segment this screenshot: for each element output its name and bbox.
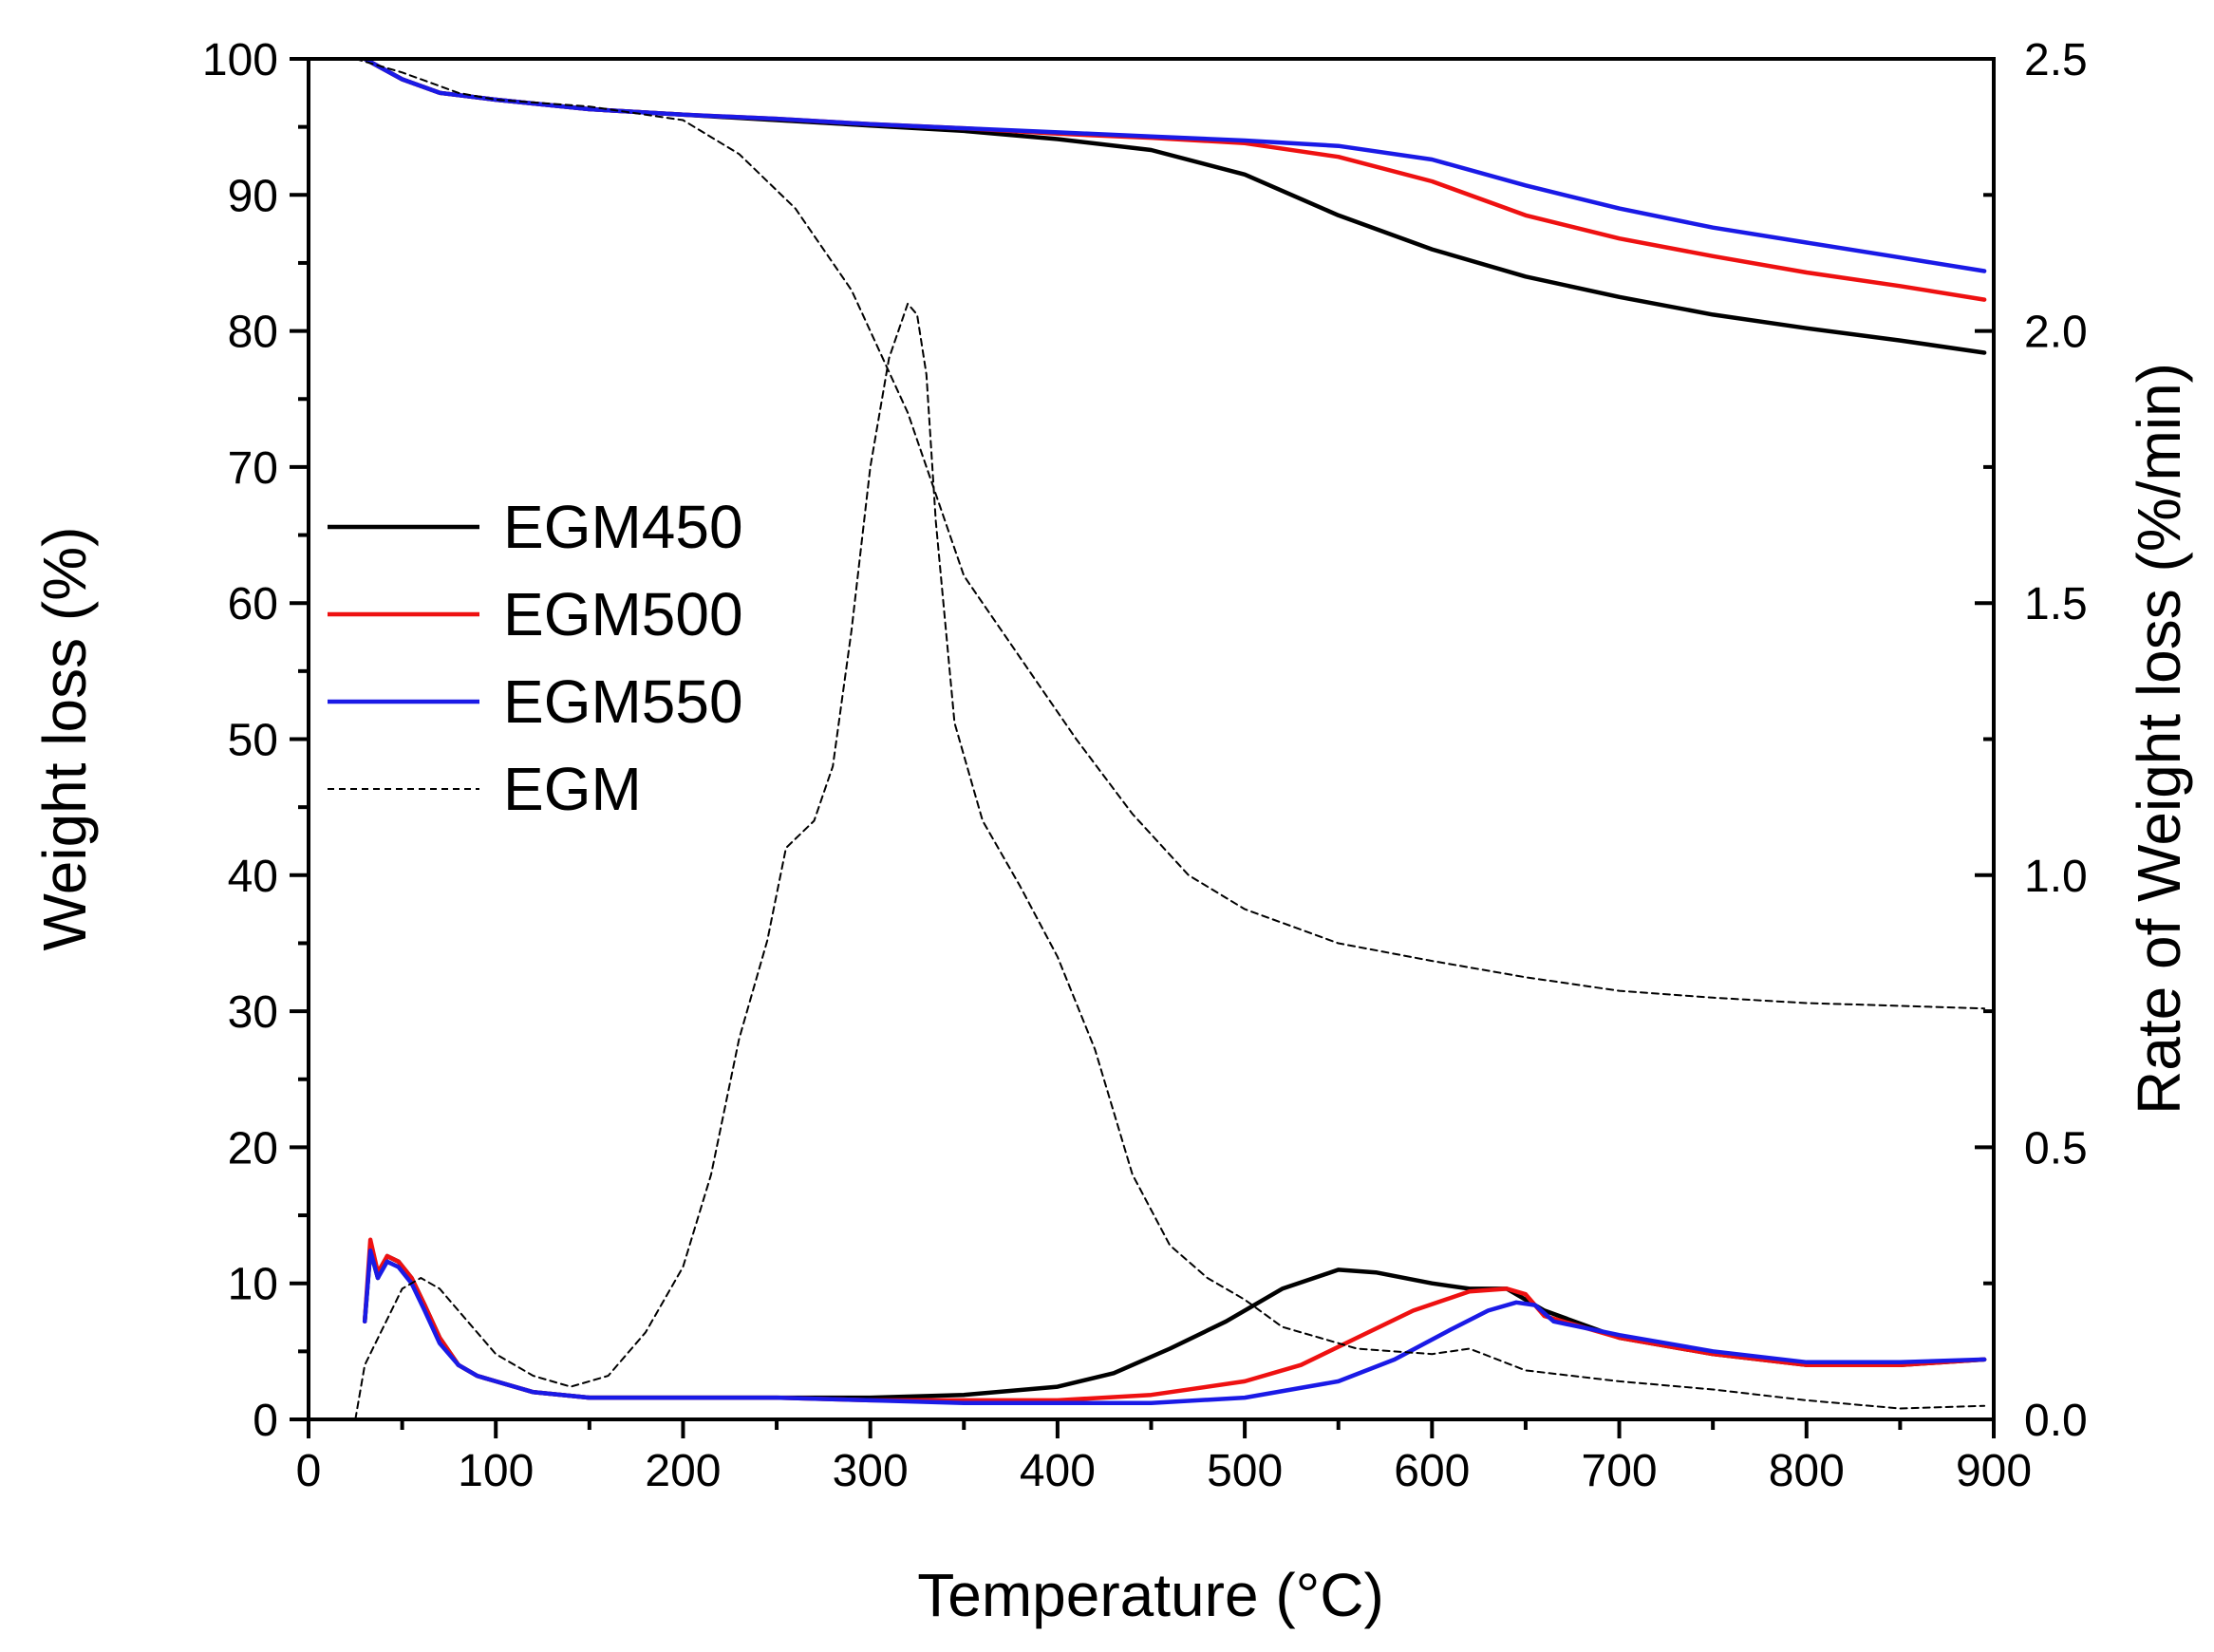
y-left-tick-label: 10 (228, 1260, 278, 1310)
y-left-tick-label: 50 (228, 716, 278, 766)
legend-label-egm: EGM (503, 755, 642, 823)
y-left-tick-label: 0 (253, 1396, 278, 1446)
legend: EGM450 EGM500 EGM550 EGM (328, 493, 743, 823)
y-axis-right-title: Rate of Weight loss (%/min) (2125, 363, 2193, 1115)
y-right-tick-label: 1.5 (2024, 579, 2088, 629)
series-egm450-weight-line (362, 59, 1987, 355)
series-egm550-rate-line (362, 1248, 1987, 1406)
series-layer (354, 59, 1987, 1419)
y-right-tick-label: 1.0 (2024, 852, 2088, 902)
y-left-tick-label: 60 (228, 579, 278, 629)
x-tick-label: 0 (296, 1446, 322, 1496)
axis-ticks: 0 100 200 300 400 500 600 700 800 900 0 10 20 30 40 50 6… (202, 35, 2088, 1496)
x-tick-label: 800 (1769, 1446, 1845, 1496)
series-egm-weight-line (354, 59, 1986, 1010)
y-right-tick-label: 2.5 (2024, 35, 2088, 85)
y-left-tick-label: 70 (228, 443, 278, 494)
y-left-tick-label: 100 (202, 35, 278, 85)
x-axis-title: Temperature (°C) (917, 1561, 1384, 1629)
x-tick-label: 600 (1394, 1446, 1470, 1496)
x-tick-label: 500 (1207, 1446, 1283, 1496)
x-tick-label: 900 (1956, 1446, 2032, 1496)
y-right-tick-label: 0.5 (2024, 1123, 2088, 1173)
x-tick-label: 300 (833, 1446, 909, 1496)
y-axis-left-title: Weight loss (%) (30, 527, 99, 951)
series-egm500-weight-line (362, 59, 1987, 302)
legend-label-egm500: EGM500 (503, 580, 743, 648)
legend-label-egm450: EGM450 (503, 493, 743, 561)
x-tick-label: 400 (1020, 1446, 1096, 1496)
x-tick-label: 200 (645, 1446, 721, 1496)
y-left-tick-label: 80 (228, 308, 278, 358)
x-tick-label: 100 (458, 1446, 534, 1496)
legend-label-egm550: EGM550 (503, 667, 743, 736)
y-right-tick-label: 2.0 (2024, 308, 2088, 358)
x-tick-label: 700 (1582, 1446, 1658, 1496)
y-left-tick-label: 30 (228, 987, 278, 1038)
y-right-tick-label: 0.0 (2024, 1396, 2088, 1446)
series-egm550-weight-line (362, 59, 1987, 273)
y-left-tick-label: 90 (228, 171, 278, 221)
y-left-tick-label: 20 (228, 1123, 278, 1173)
y-left-tick-label: 40 (228, 852, 278, 902)
series-egm-rate-line (354, 302, 1986, 1419)
